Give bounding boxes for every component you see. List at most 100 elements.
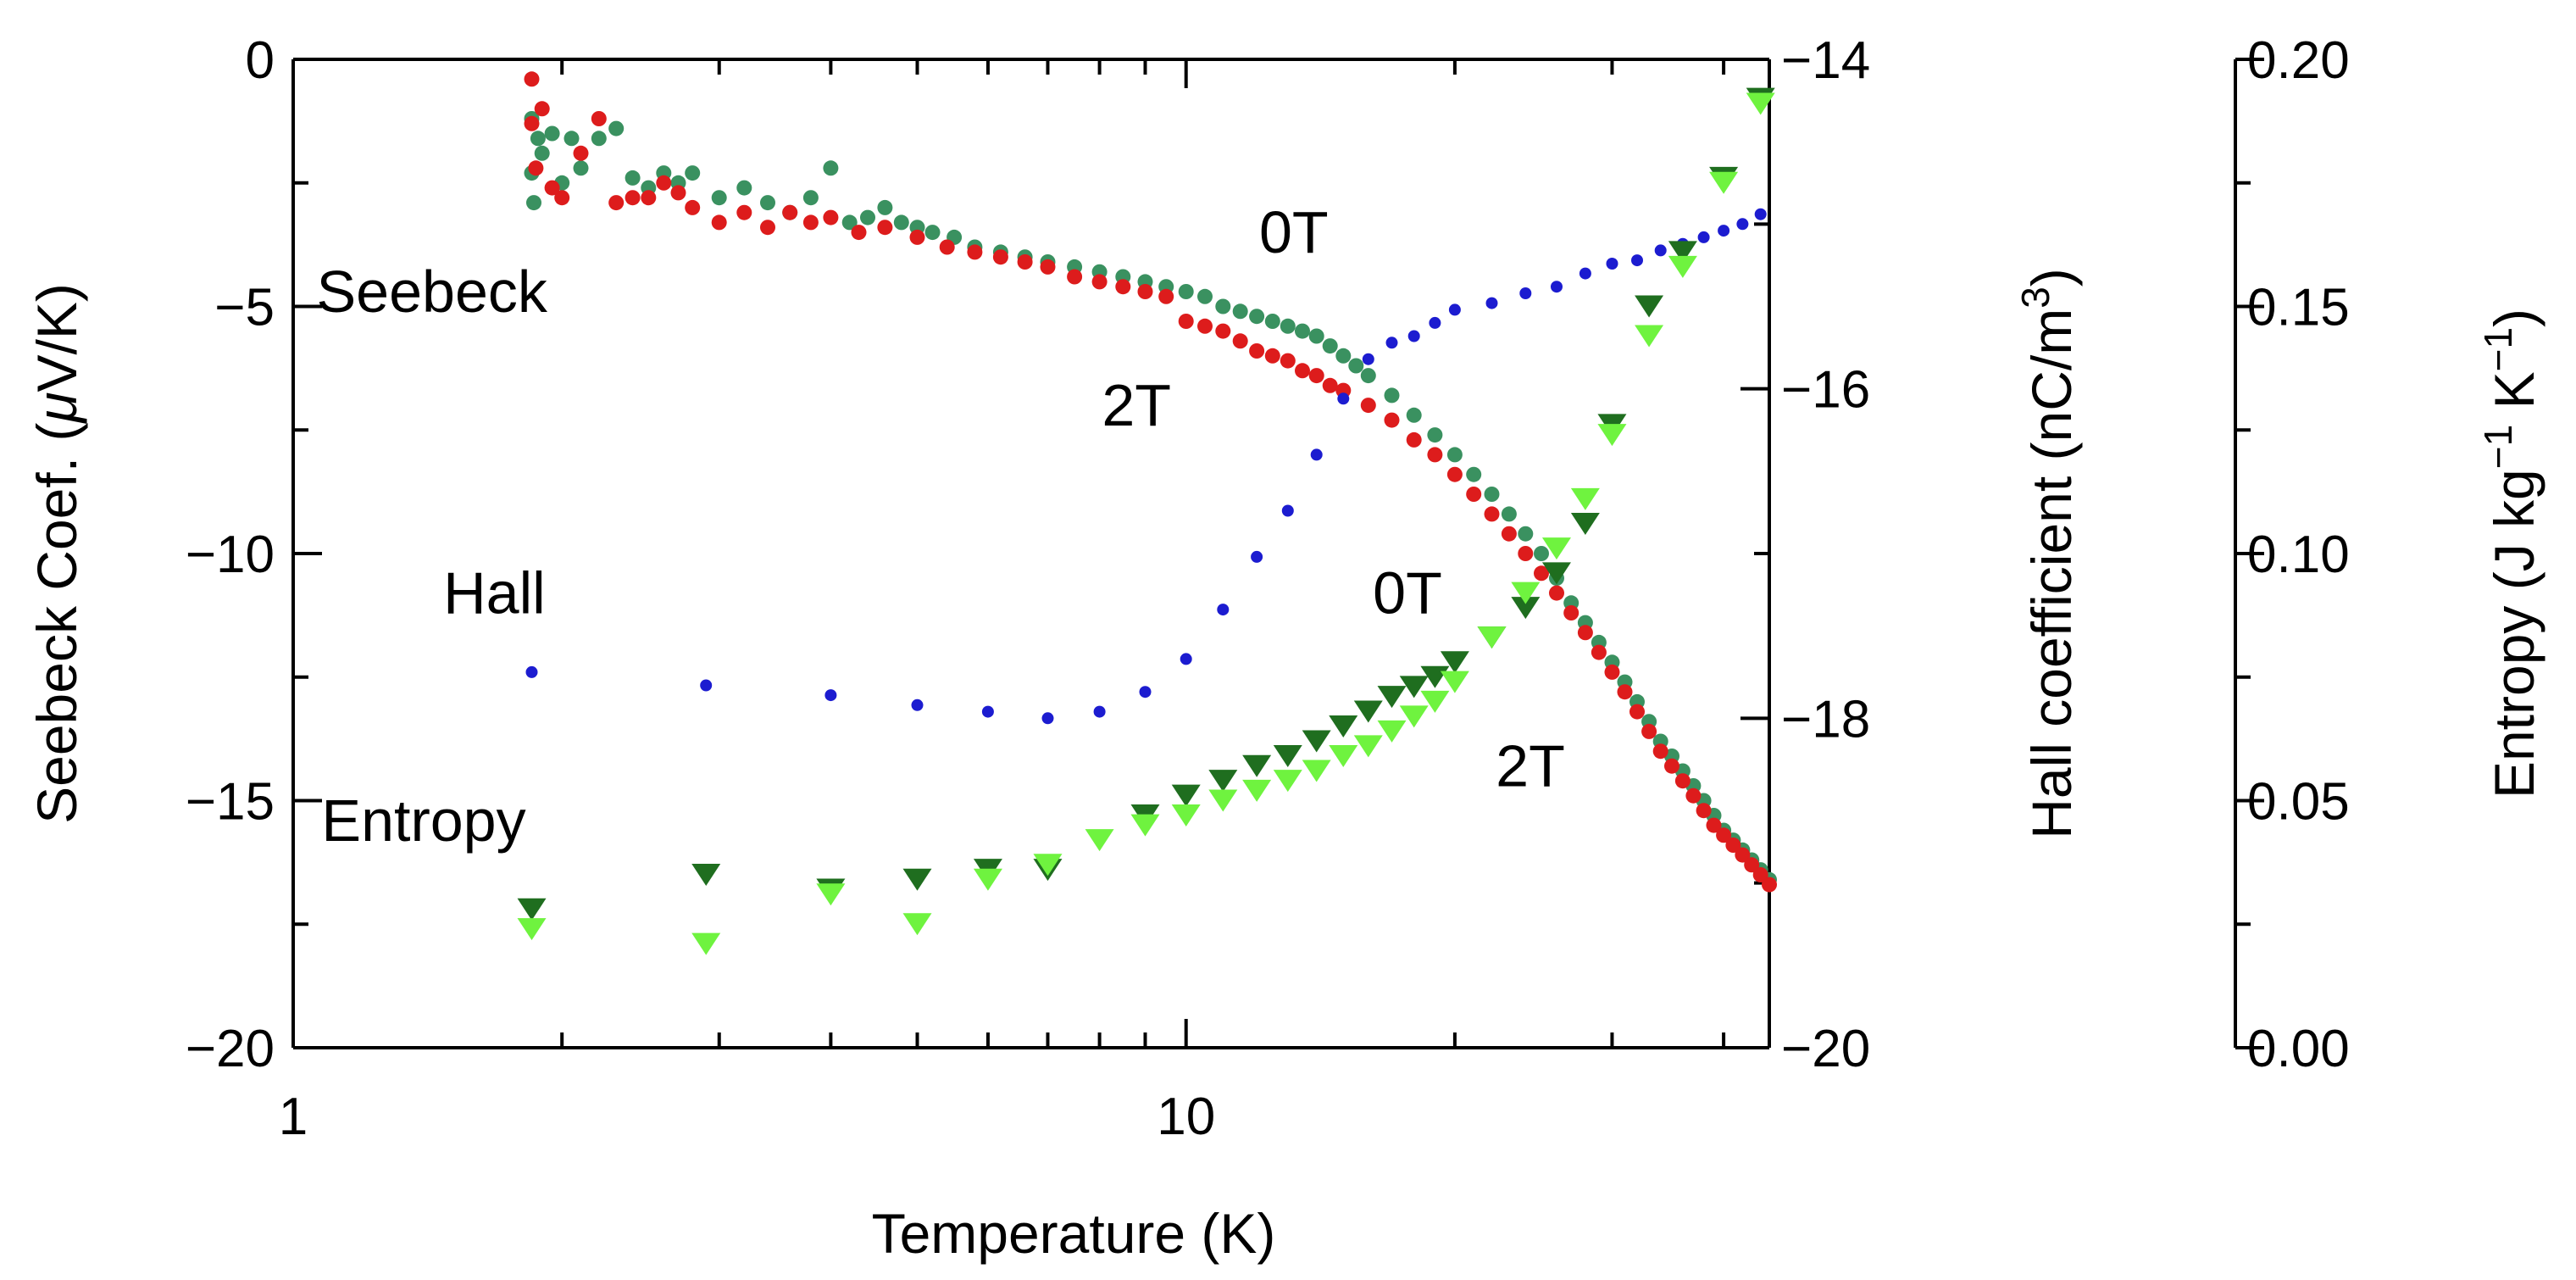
data-point	[1534, 546, 1549, 561]
data-point	[760, 220, 775, 236]
data-point	[685, 165, 701, 181]
annotation-label: Seebeck	[316, 259, 547, 325]
left-axis-title-part: μ	[25, 392, 88, 424]
data-point	[902, 913, 932, 936]
data-point	[1208, 770, 1238, 793]
data-point	[1674, 773, 1690, 789]
annotations: Seebeck 0T 2T Hall 0T 2T Entropy	[316, 199, 1564, 854]
data-point	[691, 932, 721, 955]
entropy-tick-label: 0.00	[2247, 1020, 2350, 1078]
data-point	[1249, 309, 1265, 325]
hall-tick-label: −20	[1781, 1020, 1870, 1078]
hall-tick-label: −18	[1781, 690, 1870, 749]
data-point	[1115, 279, 1131, 295]
data-point	[573, 160, 589, 176]
data-point	[1242, 779, 1272, 802]
data-point	[1406, 431, 1422, 448]
data-point	[1668, 255, 1697, 278]
data-point	[1407, 330, 1420, 342]
data-point	[992, 249, 1008, 265]
data-point	[1197, 318, 1213, 334]
data-point	[1501, 526, 1517, 542]
data-point	[1335, 348, 1352, 364]
data-point	[656, 175, 672, 191]
data-point	[1577, 625, 1593, 641]
data-point	[1541, 537, 1571, 560]
annotation-label: 2T	[1496, 733, 1565, 799]
data-point	[1440, 651, 1469, 674]
hall-axis-title-part: Hall coefficient (nC/m	[2020, 309, 2083, 839]
data-point	[1377, 720, 1407, 743]
data-point	[1762, 877, 1777, 893]
data-point	[1551, 281, 1563, 293]
data-point	[1735, 847, 1751, 863]
data-point	[1360, 368, 1376, 384]
annotation-label: Entropy	[321, 787, 525, 854]
data-point	[1322, 338, 1338, 354]
entropy-tick-label: 0.10	[2247, 526, 2350, 584]
data-point	[1518, 546, 1534, 561]
data-point	[1570, 513, 1600, 536]
data-point	[711, 214, 727, 231]
data-point	[1752, 867, 1768, 882]
data-point	[1668, 241, 1697, 264]
data-point	[1664, 758, 1679, 774]
data-point	[1137, 284, 1153, 299]
data-point	[1501, 506, 1517, 522]
data-point	[1754, 208, 1767, 220]
data-point	[973, 868, 1002, 891]
data-point	[608, 195, 625, 211]
left-tick-label: −20	[186, 1020, 275, 1078]
data-point	[1652, 743, 1668, 760]
data-point	[760, 195, 775, 211]
x-tick-label: 1	[279, 1088, 308, 1146]
data-point	[1446, 466, 1463, 482]
data-point	[1232, 333, 1248, 349]
data-point	[1440, 671, 1469, 693]
data-point	[1273, 770, 1302, 793]
data-point	[524, 71, 540, 87]
data-point	[877, 199, 893, 215]
data-point	[1310, 448, 1323, 461]
series-entropy-2t	[517, 92, 1775, 955]
data-point	[530, 131, 546, 147]
data-point	[1399, 705, 1429, 728]
data-point	[1511, 597, 1541, 620]
data-point	[1744, 857, 1760, 873]
data-point	[526, 195, 541, 211]
data-point	[1466, 487, 1482, 502]
entropy-tick-label: 0.15	[2247, 279, 2350, 337]
annotation-label: Hall	[443, 560, 546, 626]
data-point	[1709, 171, 1739, 194]
data-point	[1093, 705, 1106, 718]
data-point	[1654, 244, 1667, 257]
hall-tick-label: −16	[1781, 361, 1870, 420]
data-point	[1280, 318, 1296, 334]
data-point	[1041, 712, 1054, 725]
annotation-label: 0T	[1373, 560, 1442, 626]
data-point	[1563, 605, 1579, 621]
data-point	[1641, 723, 1657, 739]
data-point	[1385, 337, 1398, 349]
hall-axis-title-part: )	[2020, 268, 2083, 287]
data-point	[1085, 829, 1114, 852]
annotation-label: 2T	[1102, 372, 1171, 438]
axis-ticks	[291, 58, 2264, 1049]
data-point	[1429, 316, 1441, 329]
data-point	[1706, 817, 1722, 833]
entropy-axis-title-part: K	[2483, 371, 2545, 424]
data-point	[700, 679, 713, 692]
data-point	[1484, 487, 1500, 502]
data-point	[1130, 814, 1160, 837]
data-point	[1178, 314, 1194, 329]
data-point	[1215, 323, 1231, 339]
data-point	[909, 229, 925, 245]
data-point	[736, 204, 752, 220]
data-point	[1295, 323, 1310, 339]
data-point	[1308, 328, 1324, 344]
annotation-label: 0T	[1259, 199, 1329, 265]
data-point	[641, 190, 657, 206]
data-point	[564, 131, 580, 147]
data-point	[1251, 550, 1263, 563]
data-point	[1617, 684, 1633, 700]
